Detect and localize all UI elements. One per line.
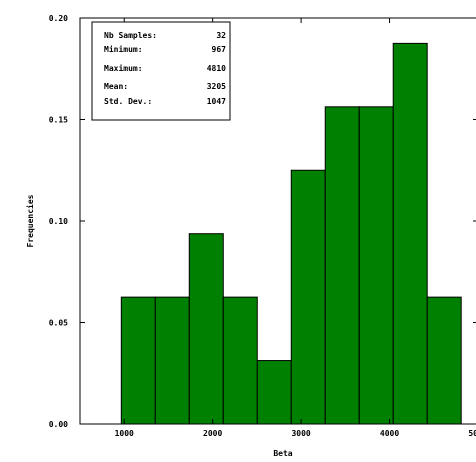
histogram-bar [120, 296, 156, 425]
histogram-bar [222, 296, 258, 425]
stats-value: 32 [216, 31, 226, 40]
histogram-bar [426, 296, 462, 425]
histogram-bar [290, 169, 326, 425]
histogram-bar [392, 42, 428, 425]
x-ticks-group: 1000 2000 3000 4000 5000 [115, 18, 476, 438]
histogram-bar [256, 360, 292, 425]
stats-value: 1047 [207, 97, 226, 106]
stats-box: Nb Samples: 32 Minimum: 967 Maximum: 481… [91, 21, 231, 121]
stats-box-frame [91, 21, 231, 121]
y-tick-label: 0.05 [49, 319, 68, 328]
x-tick-label: 2000 [203, 429, 222, 438]
stats-label: Mean: [104, 82, 128, 91]
stats-value: 967 [212, 45, 227, 54]
bars-group [120, 42, 462, 425]
stats-label: Maximum: [104, 63, 143, 73]
x-axis-title: Beta [273, 449, 292, 458]
histogram-bar [188, 233, 224, 425]
x-tick-label: 1000 [115, 429, 134, 438]
x-tick-label: 5000 [468, 429, 476, 438]
histogram-bar [358, 106, 394, 425]
stats-value: 3205 [207, 82, 226, 91]
histogram-bar [154, 296, 190, 425]
stats-label: Nb Samples: [104, 31, 157, 40]
x-tick-label: 4000 [380, 429, 399, 438]
y-tick-label: 0.00 [49, 420, 68, 429]
stats-value: 4810 [207, 64, 226, 73]
y-tick-label: 0.10 [49, 217, 68, 226]
y-tick-label: 0.15 [49, 116, 68, 125]
x-tick-label: 3000 [291, 429, 310, 438]
stats-label: Std. Dev.: [104, 97, 152, 106]
y-axis-title: Frequencies [25, 194, 35, 247]
stats-label: Minimum: [104, 44, 143, 54]
histogram-bar [324, 106, 360, 425]
y-tick-label: 0.20 [49, 14, 68, 23]
